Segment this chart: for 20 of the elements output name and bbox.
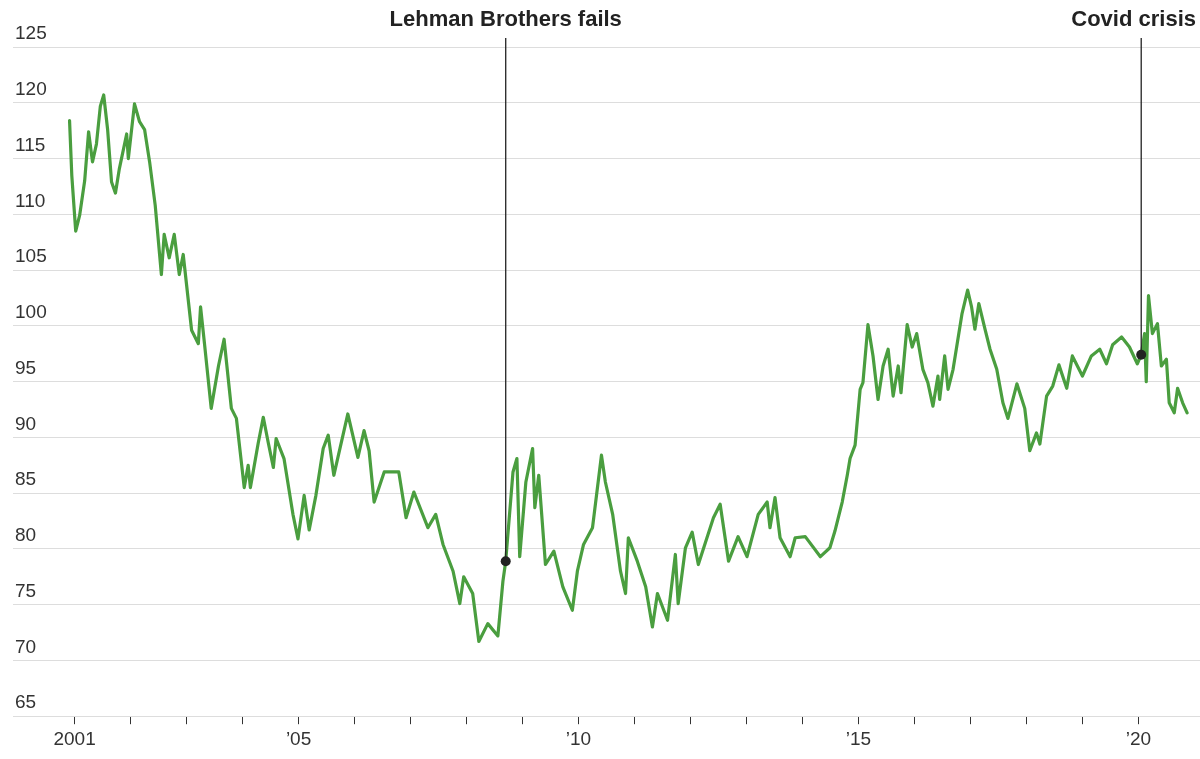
y-tick-label: 125 [15,22,47,44]
y-tick-label: 100 [15,301,47,323]
x-tick-label: ’10 [565,727,592,749]
y-tick-label: 120 [15,78,47,99]
y-tick-label: 85 [15,468,37,490]
y-tick-label: 70 [15,635,37,657]
annotation: Covid crisis [1071,6,1196,32]
x-tick-label: 2001 [53,727,96,749]
y-tick-label: 65 [15,691,37,713]
y-tick-label: 80 [15,524,37,546]
y-tick-label: 95 [15,356,37,378]
x-tick-label: ’05 [285,727,312,749]
y-tick-label: 90 [15,412,37,434]
x-tick-label: ’20 [1125,727,1152,749]
x-tick-label: ’15 [845,727,872,749]
annotation: Lehman Brothers fails [389,6,622,32]
y-tick-label: 75 [15,579,37,601]
y-tick-label: 105 [15,245,47,267]
y-tick-label: 115 [15,133,46,155]
y-tick-label: 110 [15,189,46,211]
